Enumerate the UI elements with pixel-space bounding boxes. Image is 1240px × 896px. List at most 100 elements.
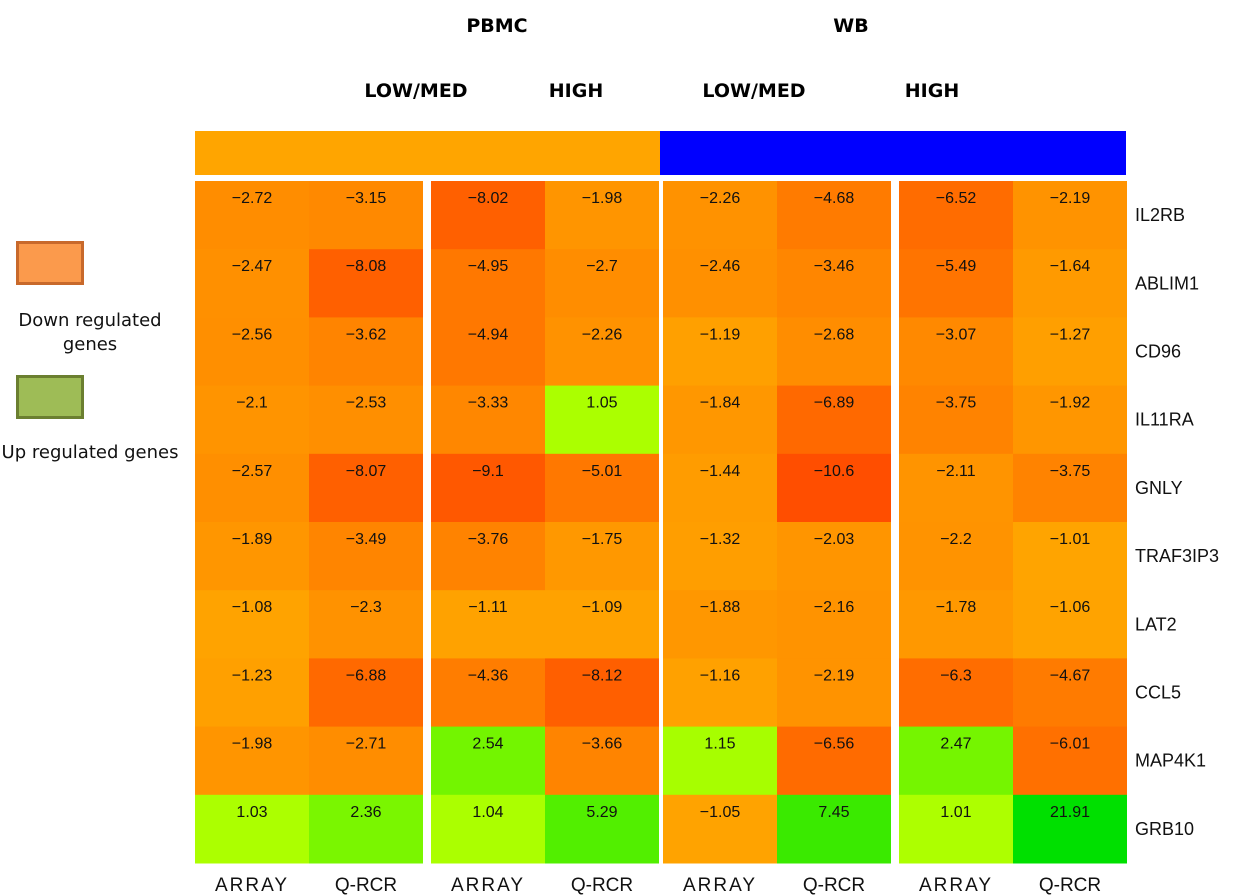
cell-value-label: −8.08 [346,258,387,275]
cell-value-label: −2.19 [814,667,855,684]
heatmap-cell [899,726,1013,796]
heatmap-cell [545,181,659,250]
heatmap-cell [899,385,1013,455]
row-label: CCL5 [1135,683,1181,703]
heatmap-cell [663,181,777,250]
row-label: IL11RA [1135,410,1194,430]
heatmap-cell [777,726,891,796]
column-label: Q-RCR [803,875,865,896]
heatmap-cell [431,726,545,796]
heatmap-cell [195,794,309,864]
cell-value-label: 5.29 [586,804,617,821]
heatmap-cell [663,249,777,318]
up-regulated-legend-label: Up regulated genes [1,442,179,463]
cell-value-label: −1.16 [700,667,741,684]
heatmap-cell [431,453,545,523]
heatmap-cell [663,658,777,728]
cell-value-label: −4.36 [468,667,509,684]
column-label: ARRAY [919,875,993,896]
cell-value-label: −1.23 [232,667,273,684]
subheader-wb-high: HIGH [904,80,960,102]
down-regulated-legend-swatch [16,241,84,285]
cell-value-label: 1.01 [940,804,971,821]
cell-value-label: −10.6 [814,463,855,480]
heatmap-cell [777,794,891,864]
cell-value-label: −1.27 [1050,326,1091,343]
heatmap-cell [545,317,659,387]
heatmap-cell [309,385,423,455]
heatmap-cell [663,522,777,591]
cell-value-label: −2.56 [232,326,273,343]
cell-value-label: −6.89 [814,395,855,412]
cell-value-label: −6.3 [940,667,972,684]
cell-value-label: −1.09 [582,599,623,616]
cell-value-label: −2.57 [232,463,273,480]
heatmap-cell [1013,317,1127,387]
cell-value-label: −1.88 [700,599,741,616]
cell-value-label: −2.19 [1050,190,1091,207]
heatmap-cell [663,453,777,523]
cell-value-label: −4.68 [814,190,855,207]
heatmap-cell [663,726,777,796]
cell-value-label: −1.11 [468,599,507,616]
heatmap-cell [899,181,1013,250]
heatmap-cell [1013,590,1127,659]
heatmap-cell [663,317,777,387]
cell-value-label: 1.15 [704,736,735,753]
heatmap-cell [309,522,423,591]
cell-value-label: −3.75 [1050,463,1091,480]
heatmap-cell [309,181,423,250]
column-label: ARRAY [683,875,757,896]
heatmap-cell [663,590,777,659]
heatmap-cell [899,658,1013,728]
heatmap-cell [1013,522,1127,591]
cell-value-label: −1.84 [700,395,741,412]
cell-value-label: 7.45 [818,804,849,821]
heatmap-cell [1013,658,1127,728]
row-label: GNLY [1135,478,1183,498]
column-label: ARRAY [451,875,525,896]
cell-value-label: −6.88 [346,667,387,684]
cell-value-label: −1.75 [582,531,623,548]
cell-value-label: −2.3 [350,599,382,616]
heatmap-cell [899,453,1013,523]
cell-value-label: −3.46 [814,258,855,275]
cell-value-label: −2.72 [232,190,273,207]
heatmap-cell [545,453,659,523]
subheader-wb-lowmed: LOW/MED [702,80,806,102]
heatmap-cell [777,317,891,387]
cell-value-label: −6.52 [936,190,977,207]
cell-value-label: −6.01 [1050,736,1091,753]
group-header-pbmc: PBMC [466,15,528,37]
cell-value-label: −9.1 [472,463,504,480]
heatmap-cell [777,658,891,728]
up-regulated-legend-swatch [16,375,84,419]
cell-value-label: −3.62 [346,326,387,343]
cell-value-label: −1.01 [1050,531,1091,548]
row-label: GRB10 [1135,819,1194,839]
cell-value-label: −1.32 [700,531,741,548]
cell-value-label: −8.12 [582,667,623,684]
heatmap-cell [1013,726,1127,796]
heatmap-cell [195,385,309,455]
cell-value-label: −1.64 [1050,258,1091,275]
heatmap-cell [545,658,659,728]
heatmap-cell [431,181,545,250]
heatmap-cell [195,317,309,387]
heatmap-cell [1013,181,1127,250]
cell-value-label: −3.07 [936,326,977,343]
column-label: Q-RCR [335,875,397,896]
cell-value-label: −2.03 [814,531,855,548]
row-label: LAT2 [1135,614,1177,634]
group-header-wb: WB [833,15,869,37]
heatmap-cell [431,317,545,387]
cell-value-label: −1.05 [700,804,741,821]
heatmap-cell [899,794,1013,864]
cell-value-label: −8.07 [346,463,387,480]
row-label: MAP4K1 [1135,751,1206,771]
cell-value-label: −3.49 [346,531,387,548]
heatmap-cell [663,385,777,455]
heatmap-cell [309,794,423,864]
cell-value-label: −1.98 [582,190,623,207]
cell-value-label: −8.02 [468,190,509,207]
